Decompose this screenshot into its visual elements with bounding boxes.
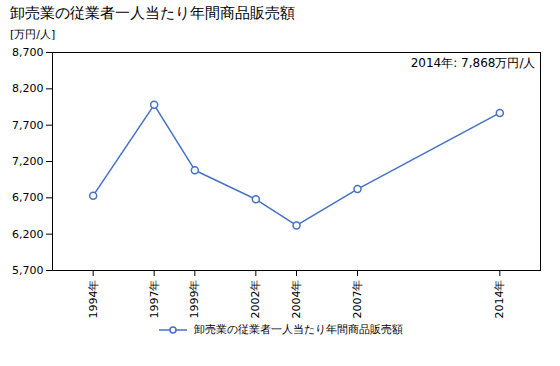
svg-text:2014年: 2014年 xyxy=(493,280,506,319)
svg-text:8,700: 8,700 xyxy=(12,46,44,59)
svg-text:2007年: 2007年 xyxy=(351,280,364,319)
svg-text:7,700: 7,700 xyxy=(12,119,44,132)
svg-text:6,700: 6,700 xyxy=(12,191,44,204)
svg-text:2002年: 2002年 xyxy=(249,280,262,319)
svg-text:6,200: 6,200 xyxy=(12,228,44,241)
svg-text:8,200: 8,200 xyxy=(12,82,44,95)
html-text:[万円/人]: [万円/人] xyxy=(10,28,56,41)
svg-text:1999年: 1999年 xyxy=(188,280,201,319)
svg-text:7,200: 7,200 xyxy=(12,155,44,168)
html-text:卸売業の従業者一人当たり年間商品販売額: 卸売業の従業者一人当たり年間商品販売額 xyxy=(10,4,295,22)
svg-text:2014年: 7,868万円/人: 2014年: 7,868万円/人 xyxy=(411,56,536,70)
html-text:卸売業の従業者一人当たり年間商品販売額: 卸売業の従業者一人当たり年間商品販売額 xyxy=(193,323,403,336)
svg-text:1994年: 1994年 xyxy=(87,280,100,319)
svg-text:1997年: 1997年 xyxy=(148,280,161,319)
svg-text:5,700: 5,700 xyxy=(12,264,44,277)
svg-text:2004年: 2004年 xyxy=(290,280,303,319)
